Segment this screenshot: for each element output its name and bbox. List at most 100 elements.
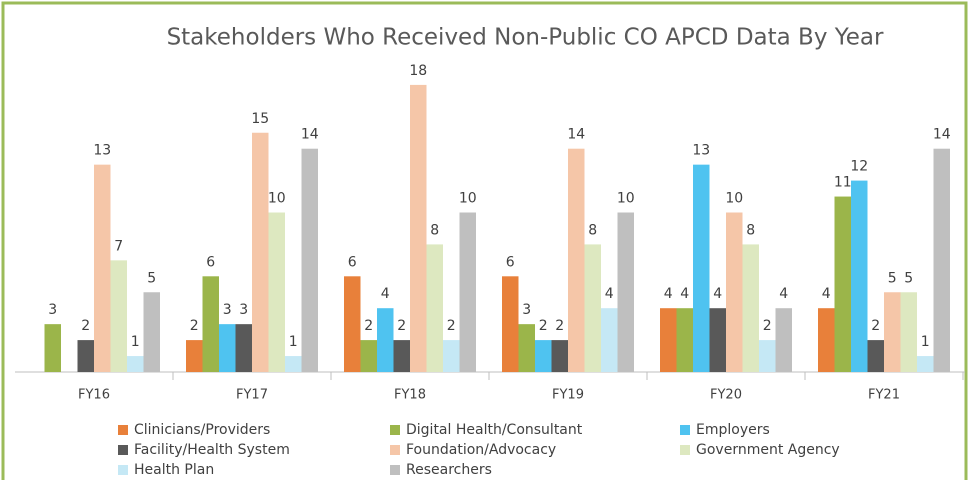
value-label: 4	[605, 286, 614, 302]
value-label: 8	[588, 222, 597, 238]
x-tick-label: FY18	[394, 388, 426, 403]
x-tick-label: FY20	[710, 388, 742, 403]
value-label: 10	[617, 191, 635, 207]
bar	[44, 324, 61, 372]
bar	[867, 340, 884, 372]
value-label: 8	[746, 222, 755, 238]
value-label: 5	[147, 270, 156, 286]
value-label: 5	[904, 270, 913, 286]
legend-label: Foundation/Advocacy	[406, 442, 556, 458]
bar	[235, 324, 252, 372]
value-label: 2	[763, 318, 772, 334]
value-label: 13	[93, 143, 111, 159]
value-label: 2	[539, 318, 548, 334]
bar	[568, 148, 585, 372]
bar	[459, 212, 476, 372]
bar	[410, 84, 427, 373]
legend-swatch	[390, 465, 400, 475]
value-label: 2	[81, 318, 90, 334]
bar	[377, 308, 394, 372]
bar	[660, 308, 677, 372]
bar	[693, 164, 710, 372]
bar	[709, 308, 726, 372]
bar	[900, 292, 917, 372]
x-tick-label: FY17	[236, 388, 268, 403]
value-label: 15	[251, 111, 269, 127]
bar	[219, 324, 236, 372]
bar	[917, 356, 934, 372]
bar	[426, 244, 443, 372]
legend-swatch	[680, 445, 690, 455]
value-label: 2	[555, 318, 564, 334]
bar	[518, 324, 535, 372]
value-label: 4	[822, 286, 831, 302]
bar	[360, 340, 377, 372]
bar	[443, 340, 460, 372]
value-label: 2	[364, 318, 373, 334]
value-label: 3	[239, 302, 248, 318]
x-tick-label: FY16	[78, 388, 110, 403]
value-label: 6	[206, 254, 215, 270]
value-label: 4	[664, 286, 673, 302]
value-label: 3	[522, 302, 531, 318]
bar	[726, 212, 743, 372]
value-label: 14	[567, 127, 585, 143]
value-label: 4	[680, 286, 689, 302]
bar	[584, 244, 601, 372]
legend-label: Health Plan	[134, 462, 214, 478]
bar	[502, 276, 519, 372]
value-label: 5	[888, 270, 897, 286]
value-label: 10	[268, 191, 286, 207]
bar	[77, 340, 94, 372]
value-label: 2	[447, 318, 456, 334]
bar	[884, 292, 901, 372]
value-label: 12	[850, 159, 868, 175]
value-label: 4	[381, 286, 390, 302]
bar	[617, 212, 634, 372]
value-label: 1	[921, 334, 930, 350]
value-label: 14	[301, 127, 319, 143]
bar	[202, 276, 219, 372]
bar	[535, 340, 552, 372]
bar	[285, 356, 302, 372]
legend-label: Facility/Health System	[134, 442, 290, 458]
value-label: 6	[506, 254, 515, 270]
value-label: 14	[933, 127, 951, 143]
value-label: 2	[871, 318, 880, 334]
legend-label: Employers	[696, 422, 770, 438]
bar	[186, 340, 203, 372]
value-label: 8	[430, 222, 439, 238]
bar	[252, 132, 269, 372]
bar	[818, 308, 835, 372]
bar	[759, 340, 776, 372]
bar	[601, 308, 618, 372]
value-label: 11	[834, 175, 852, 191]
legend-swatch	[390, 425, 400, 435]
value-label: 1	[131, 334, 140, 350]
bar	[127, 356, 144, 372]
value-label: 3	[48, 302, 57, 318]
bar	[94, 164, 111, 372]
legend-swatch	[118, 445, 128, 455]
bar	[301, 148, 318, 372]
x-tick-label: FY19	[552, 388, 584, 403]
value-label: 2	[190, 318, 199, 334]
value-label: 2	[397, 318, 406, 334]
bar	[551, 340, 568, 372]
legend-label: Clinicians/Providers	[134, 422, 270, 438]
bar	[933, 148, 950, 372]
value-label: 1	[289, 334, 298, 350]
value-label: 4	[779, 286, 788, 302]
value-label: 4	[713, 286, 722, 302]
legend-label: Researchers	[406, 462, 492, 478]
x-tick-label: FY21	[868, 388, 900, 403]
bar	[110, 260, 127, 372]
legend-swatch	[390, 445, 400, 455]
bar	[344, 276, 361, 372]
bar	[268, 212, 285, 372]
bar	[834, 196, 851, 372]
chart-title: Stakeholders Who Received Non-Public CO …	[167, 25, 884, 51]
value-label: 18	[409, 63, 427, 79]
